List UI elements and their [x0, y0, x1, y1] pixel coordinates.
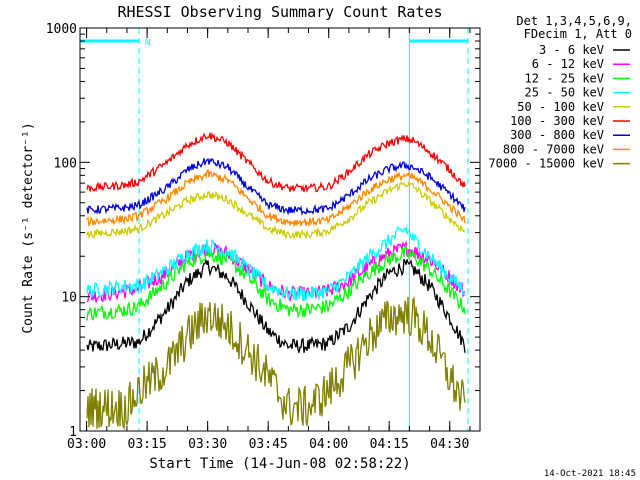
legend-label: 800 - 7000 keV [503, 142, 604, 156]
series-line-8 [86, 296, 466, 431]
x-tick-label: 04:15 [370, 437, 409, 452]
chart-title: RHESSI Observing Summary Count Rates [117, 3, 442, 21]
legend-header-line-2: FDecim 1, Att 0 [524, 27, 632, 41]
y-axis-label: Count Rate (s⁻¹ detector⁻¹) [21, 122, 36, 333]
legend-label: 6 - 12 keV [532, 57, 604, 71]
y-tick-label: 1 [69, 425, 77, 440]
legend-label: 300 - 800 keV [510, 128, 604, 142]
y-tick-label: 1000 [46, 22, 77, 37]
footer-timestamp: 14-Oct-2021 18:45 [544, 469, 636, 479]
legend-label: 7000 - 15000 keV [488, 157, 604, 171]
series-line-6 [86, 157, 466, 217]
legend-label: 100 - 300 keV [510, 114, 604, 128]
x-tick-label: 03:30 [188, 437, 227, 452]
legend: Det 1,3,4,5,6,9, FDecim 1, Att 0 3 - 6 k… [488, 14, 632, 171]
plot-frame [79, 27, 481, 432]
series-line-3 [86, 225, 466, 302]
series-line-1 [86, 240, 466, 303]
series-line-7 [86, 168, 466, 228]
annotation-label: N [145, 38, 150, 48]
y-tick-label: 100 [54, 156, 77, 171]
x-tick-label: 04:00 [309, 437, 348, 452]
series-line-5 [86, 131, 466, 193]
legend-label: 12 - 25 keV [525, 71, 604, 85]
legend-label: 3 - 6 keV [539, 43, 604, 57]
x-tick-label: 03:15 [128, 437, 167, 452]
series-line-2 [86, 245, 466, 321]
series-line-4 [86, 180, 466, 240]
x-tick-label: 04:30 [430, 437, 469, 452]
x-axis-label: Start Time (14-Jun-08 02:58:22) [149, 456, 410, 472]
series-line-0 [86, 258, 466, 353]
legend-header-line-1: Det 1,3,4,5,6,9, [516, 14, 632, 28]
legend-label: 25 - 50 keV [525, 86, 604, 100]
legend-label: 50 - 100 keV [517, 100, 604, 114]
y-tick-label: 10 [61, 291, 77, 306]
plot-area: N 1 10 100 1000 03:00 03:15 03:30 03:45 04:00 04:1… [46, 22, 481, 452]
x-tick-label: 03:45 [249, 437, 288, 452]
x-tick-label: 03:00 [67, 437, 106, 452]
